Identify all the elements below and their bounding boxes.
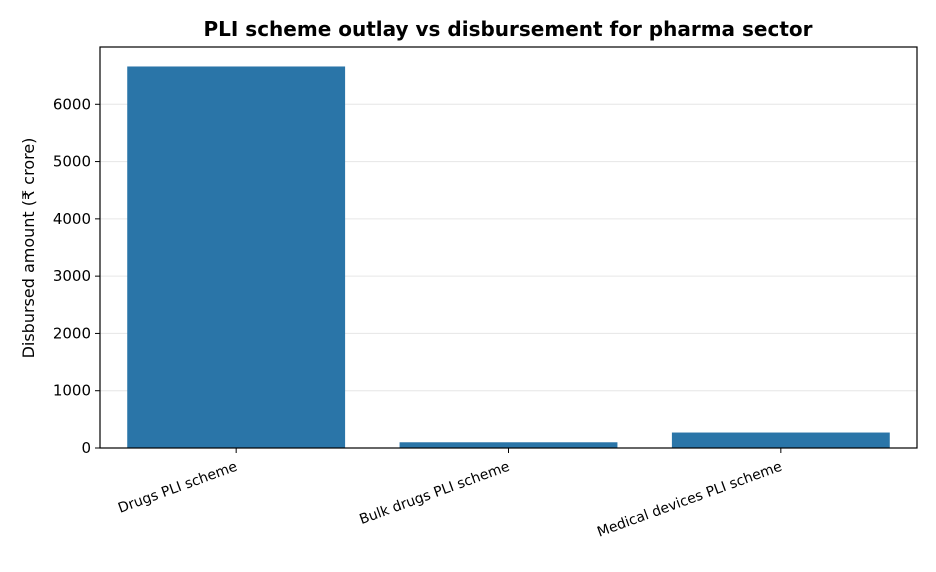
bar xyxy=(399,442,618,448)
bars xyxy=(127,66,890,448)
y-tick-label: 5000 xyxy=(53,153,91,171)
bar xyxy=(671,432,890,448)
x-tick-label: Medical devices PLI scheme xyxy=(595,459,784,541)
x-tick-label: Bulk drugs PLI scheme xyxy=(357,459,512,528)
x-axis-ticks: Drugs PLI scheme Bulk drugs PLI scheme Med… xyxy=(116,448,784,541)
y-axis-label: Disbursed amount (₹ crore) xyxy=(19,138,38,359)
y-axis-ticks: 0 1000 2000 3000 4000 5000 6000 xyxy=(53,95,100,457)
y-tick-label: 0 xyxy=(81,439,91,457)
y-tick-label: 2000 xyxy=(53,324,91,342)
chart-title: PLI scheme outlay vs disbursement for ph… xyxy=(203,17,812,41)
bar xyxy=(127,66,346,448)
y-tick-label: 6000 xyxy=(53,95,91,113)
x-tick-label: Drugs PLI scheme xyxy=(116,459,239,517)
y-tick-label: 4000 xyxy=(53,210,91,228)
y-tick-label: 1000 xyxy=(53,382,91,400)
y-tick-label: 3000 xyxy=(53,267,91,285)
